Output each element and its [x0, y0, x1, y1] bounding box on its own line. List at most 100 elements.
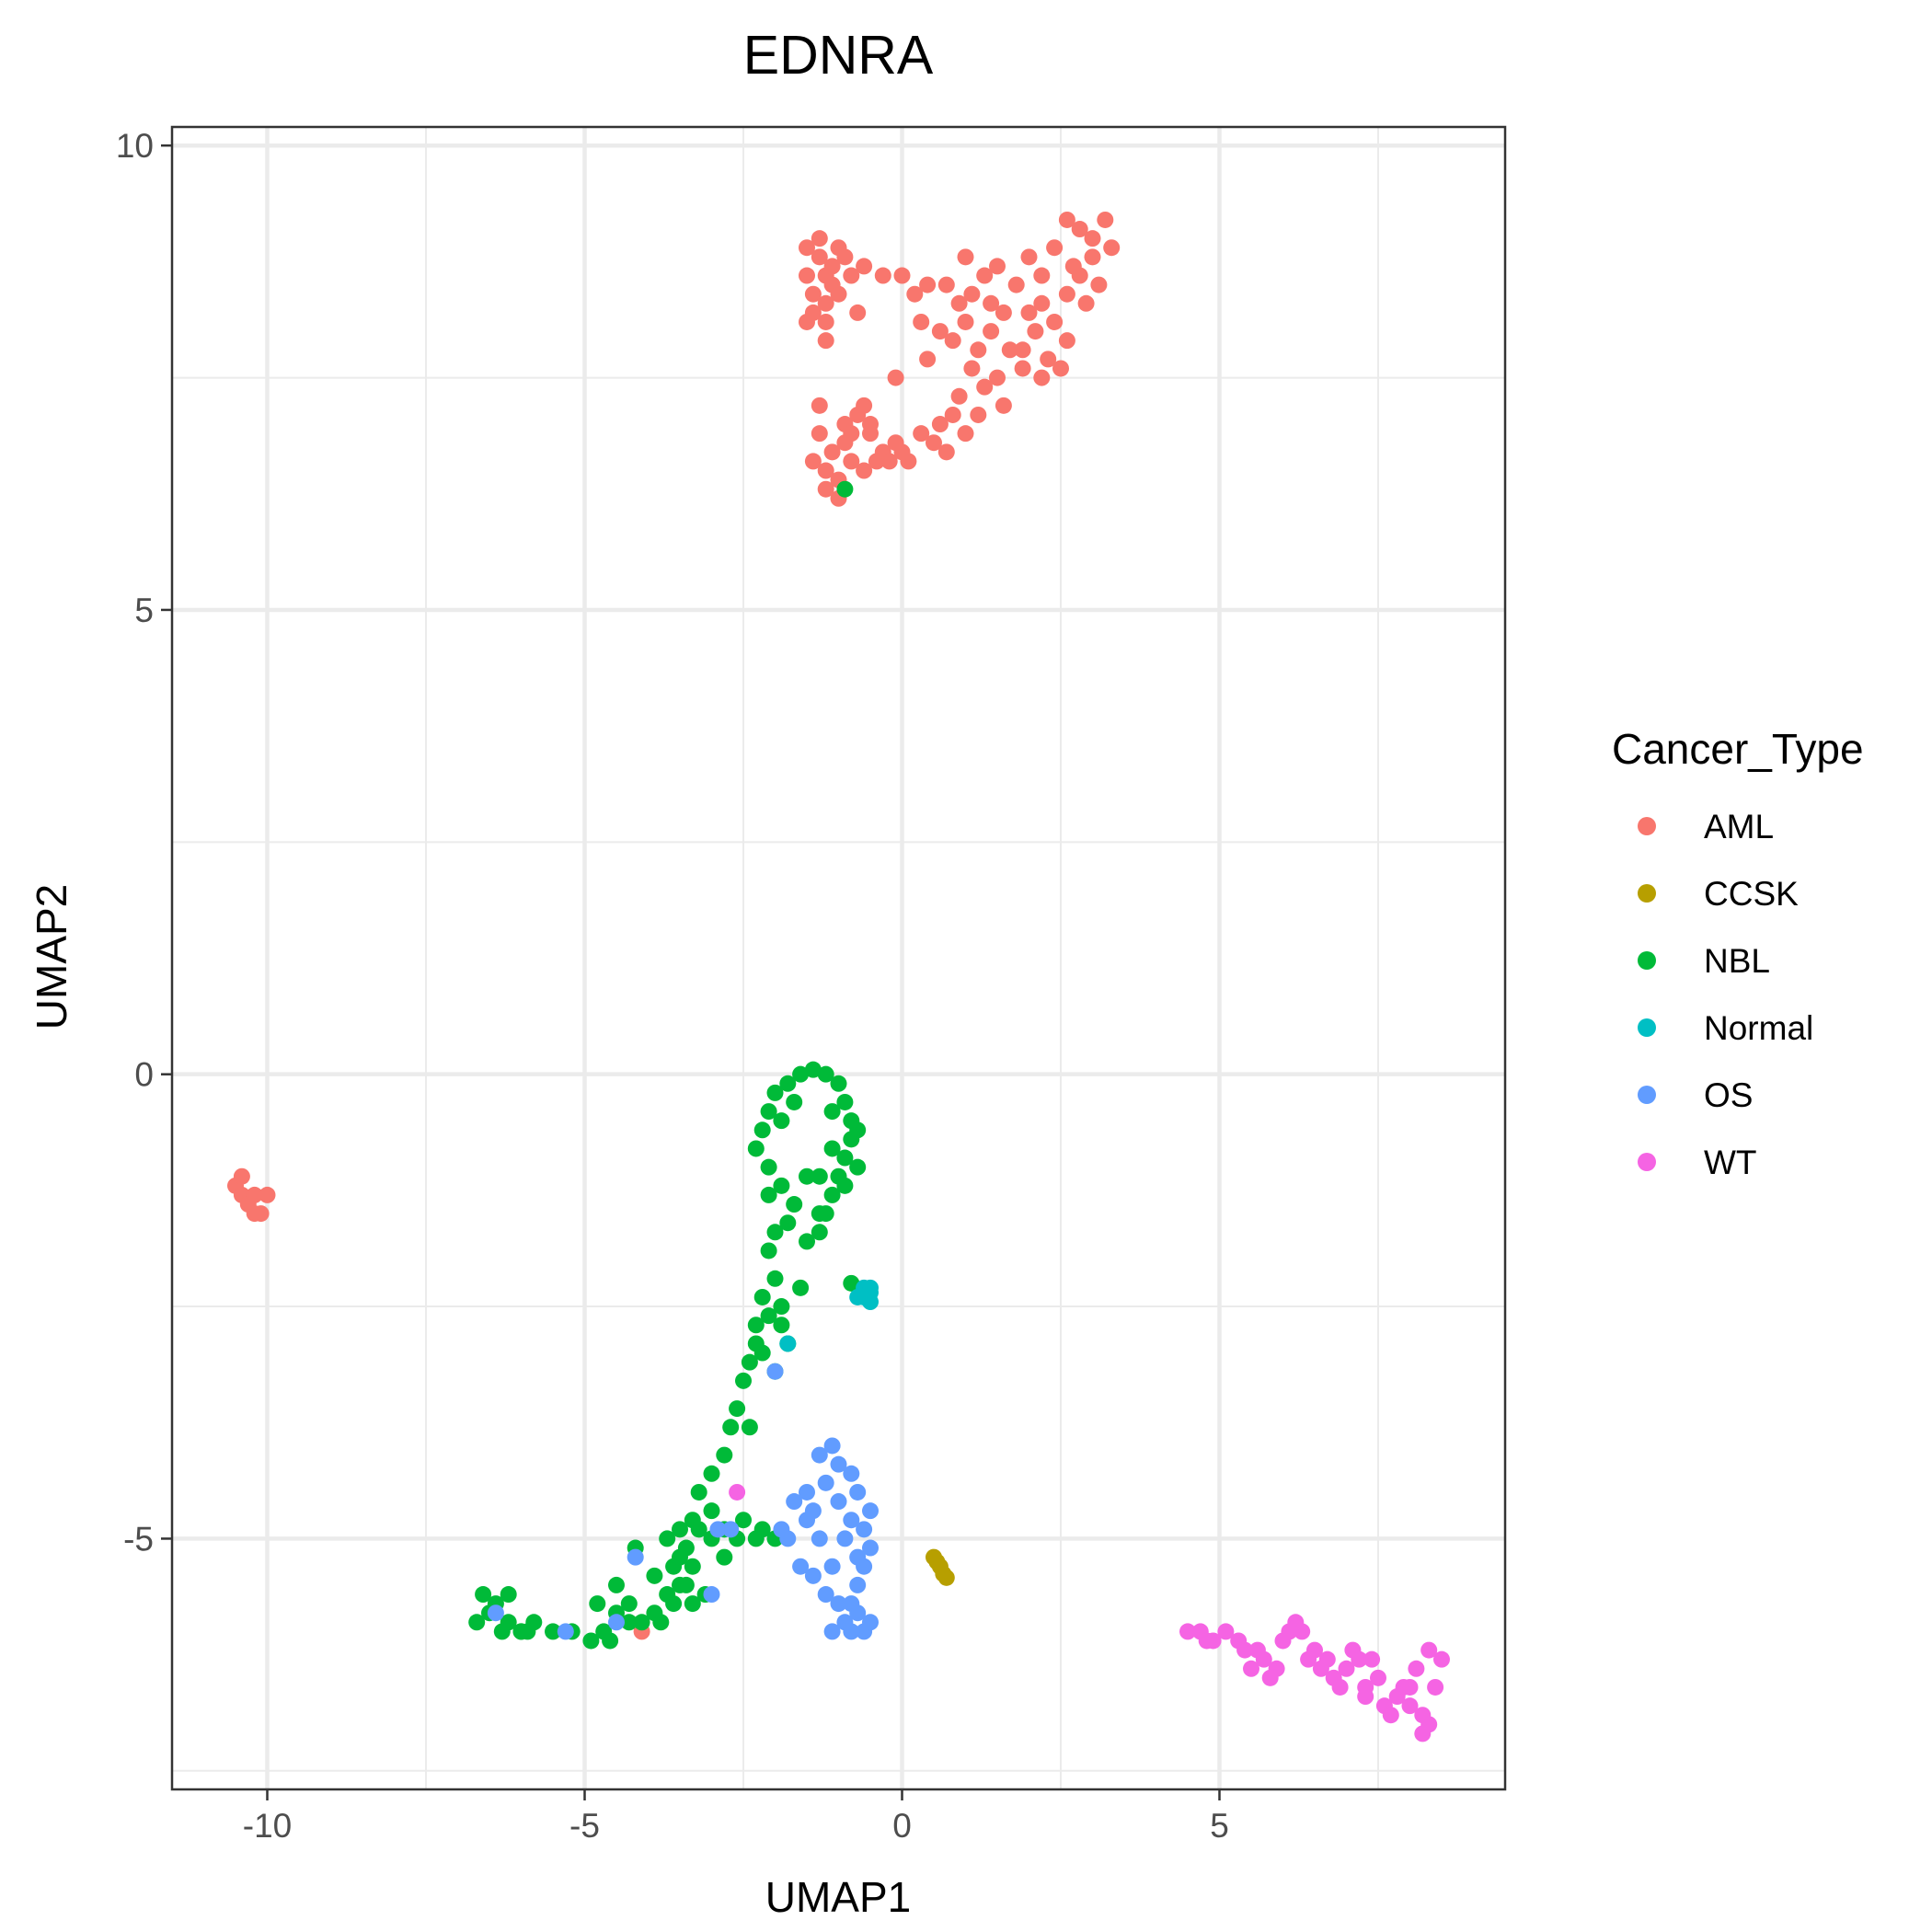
point-aml	[868, 453, 885, 470]
point-wt	[1420, 1641, 1438, 1659]
point-nbl	[786, 1093, 803, 1110]
point-os	[804, 1567, 822, 1584]
point-aml	[919, 276, 937, 293]
x-axis-title: UMAP1	[765, 1873, 911, 1921]
point-aml	[887, 369, 904, 386]
point-nbl	[792, 1279, 810, 1296]
point-wt	[1427, 1678, 1444, 1696]
point-nbl	[703, 1502, 720, 1520]
point-ccsk	[937, 1569, 955, 1586]
point-aml	[957, 425, 974, 443]
point-aml	[1033, 294, 1051, 312]
point-os	[830, 1493, 847, 1511]
point-nbl	[646, 1567, 663, 1584]
point-aml	[823, 258, 841, 275]
point-nbl	[589, 1595, 606, 1613]
point-os	[703, 1586, 720, 1604]
point-aml	[906, 285, 924, 303]
point-nbl	[804, 1061, 822, 1078]
point-aml	[1033, 267, 1051, 284]
legend-key-normal	[1638, 1018, 1656, 1037]
point-nbl	[779, 1214, 797, 1232]
point-aml	[1058, 285, 1075, 303]
y-tick-label: -5	[123, 1520, 154, 1558]
point-os	[836, 1530, 854, 1547]
point-aml	[799, 239, 815, 257]
point-nbl	[773, 1298, 790, 1316]
point-aml	[931, 323, 949, 340]
point-nbl	[545, 1623, 561, 1640]
point-nbl	[753, 1121, 771, 1139]
point-nbl	[722, 1419, 740, 1436]
point-wt	[1261, 1669, 1279, 1686]
point-aml	[893, 267, 911, 284]
point-aml	[950, 387, 968, 405]
x-tick-label: 5	[1210, 1807, 1229, 1845]
point-wt	[1217, 1623, 1235, 1640]
point-nbl	[760, 1103, 777, 1121]
point-aml	[957, 248, 974, 266]
point-aml	[976, 267, 994, 284]
point-aml	[893, 443, 911, 461]
point-nbl	[836, 1093, 854, 1110]
point-aml	[989, 369, 1006, 386]
point-aml	[856, 462, 873, 479]
point-os	[817, 1586, 834, 1604]
point-aml	[817, 294, 834, 312]
legend-label-normal: Normal	[1704, 1009, 1813, 1047]
point-nbl	[811, 1224, 828, 1241]
point-os	[843, 1623, 860, 1640]
point-nbl	[836, 480, 854, 498]
point-aml	[233, 1167, 250, 1185]
point-wt	[729, 1483, 746, 1501]
point-nbl	[602, 1632, 619, 1650]
point-nbl	[799, 1167, 815, 1185]
point-wt	[1344, 1641, 1362, 1659]
point-os	[786, 1493, 803, 1511]
point-aml	[957, 313, 974, 330]
point-aml	[799, 267, 815, 284]
point-os	[823, 1437, 841, 1455]
data-points	[227, 211, 1450, 1742]
point-nbl	[747, 1335, 765, 1352]
point-nbl	[468, 1614, 486, 1631]
point-os	[823, 1558, 841, 1575]
point-nbl	[823, 1103, 841, 1121]
point-normal	[849, 1288, 867, 1305]
point-wt	[1370, 1669, 1386, 1686]
point-nbl	[823, 1140, 841, 1157]
point-wt	[1357, 1688, 1374, 1706]
point-aml	[1001, 341, 1018, 359]
point-normal	[862, 1279, 879, 1296]
point-os	[487, 1604, 504, 1622]
point-nbl	[741, 1419, 758, 1436]
point-os	[709, 1521, 727, 1538]
point-nbl	[475, 1586, 492, 1604]
point-aml	[804, 453, 822, 470]
point-aml	[799, 313, 815, 330]
point-aml	[1103, 239, 1121, 257]
point-aml	[1097, 211, 1114, 228]
point-aml	[1071, 221, 1088, 238]
point-nbl	[779, 1075, 797, 1092]
point-aml	[1020, 248, 1038, 266]
legend-label-aml: AML	[1704, 808, 1774, 845]
point-nbl	[735, 1512, 752, 1529]
point-aml	[804, 285, 822, 303]
point-wt	[1433, 1650, 1450, 1668]
point-nbl	[849, 1121, 867, 1139]
legend: Cancer_Type AML CCSK NBL Normal OS WT	[1612, 725, 1864, 1181]
point-os	[766, 1363, 784, 1380]
point-normal	[862, 1294, 879, 1311]
point-os	[843, 1465, 860, 1482]
legend-label-os: OS	[1704, 1076, 1753, 1114]
y-axis-title: UMAP2	[28, 884, 75, 1029]
point-nbl	[766, 1224, 784, 1241]
point-wt	[1401, 1697, 1419, 1715]
point-aml	[849, 304, 867, 321]
legend-key-nbl	[1638, 951, 1656, 970]
x-tick-label: -5	[569, 1807, 600, 1845]
point-nbl	[760, 1307, 777, 1325]
point-os	[722, 1521, 740, 1538]
point-wt	[1300, 1650, 1317, 1668]
